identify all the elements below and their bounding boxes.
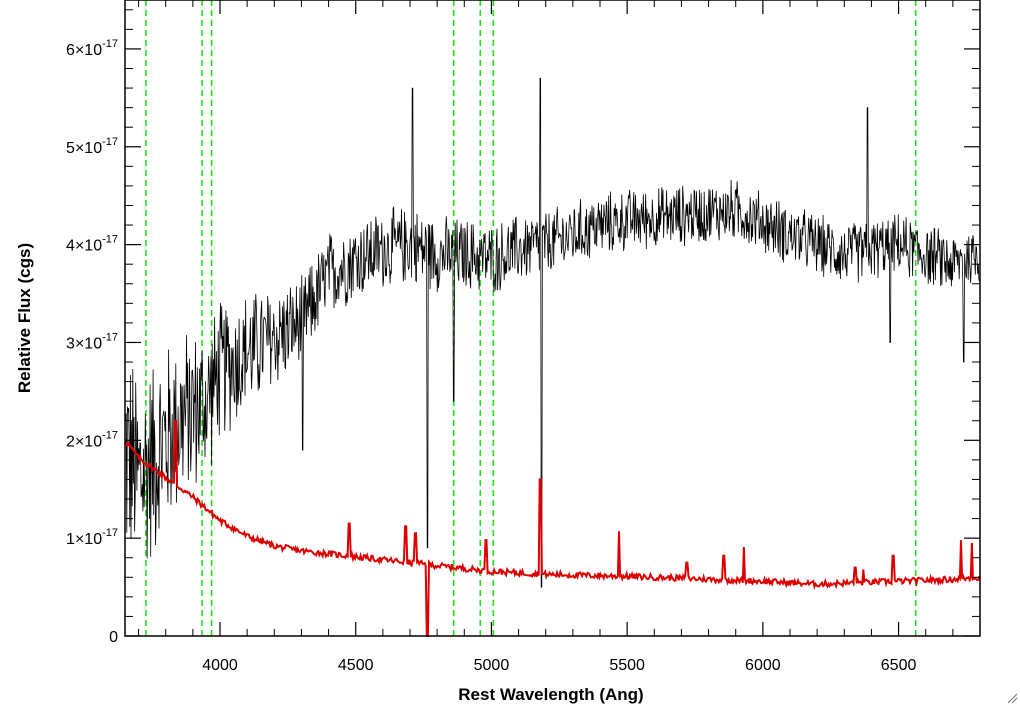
y-axis-ticks: 0 1×10-17 2×10-17 3×10-17 4×10-17 5×10-17 6×10… — [66, 9, 980, 646]
x-axis-label: Rest Wavelength (Ang) — [458, 685, 643, 704]
x-tick-label: 6000 — [745, 657, 781, 674]
y-tick-label: 4×10-17 — [66, 234, 118, 255]
x-axis-ticks: 4000 4500 5000 5500 6000 6500 — [138, 0, 981, 674]
reference-lines — [145, 0, 917, 636]
y-tick-label: 6×10-17 — [66, 38, 118, 59]
x-tick-label: 5500 — [609, 657, 645, 674]
y-axis-label: Relative Flux (cgs) — [15, 243, 34, 393]
y-tick-label: 1×10-17 — [66, 527, 118, 548]
y-tick-label: 2×10-17 — [66, 429, 118, 450]
x-tick-label: 5000 — [474, 657, 510, 674]
plot-frame — [124, 0, 981, 637]
axes-group: 4000 4500 5000 5500 6000 6500 0 1×10-17 2×10-17… — [66, 0, 981, 674]
y-tick-label: 0 — [109, 629, 118, 646]
series-group — [124, 77, 981, 637]
resize-grip-icon[interactable] — [1006, 692, 1018, 704]
model-spectrum-line — [124, 419, 981, 637]
x-tick-label: 6500 — [881, 657, 917, 674]
y-tick-label: 3×10-17 — [66, 331, 118, 352]
x-tick-label: 4000 — [202, 657, 238, 674]
x-tick-label: 4500 — [338, 657, 374, 674]
y-tick-label: 5×10-17 — [66, 136, 118, 157]
observed-spectrum-line — [124, 77, 980, 588]
